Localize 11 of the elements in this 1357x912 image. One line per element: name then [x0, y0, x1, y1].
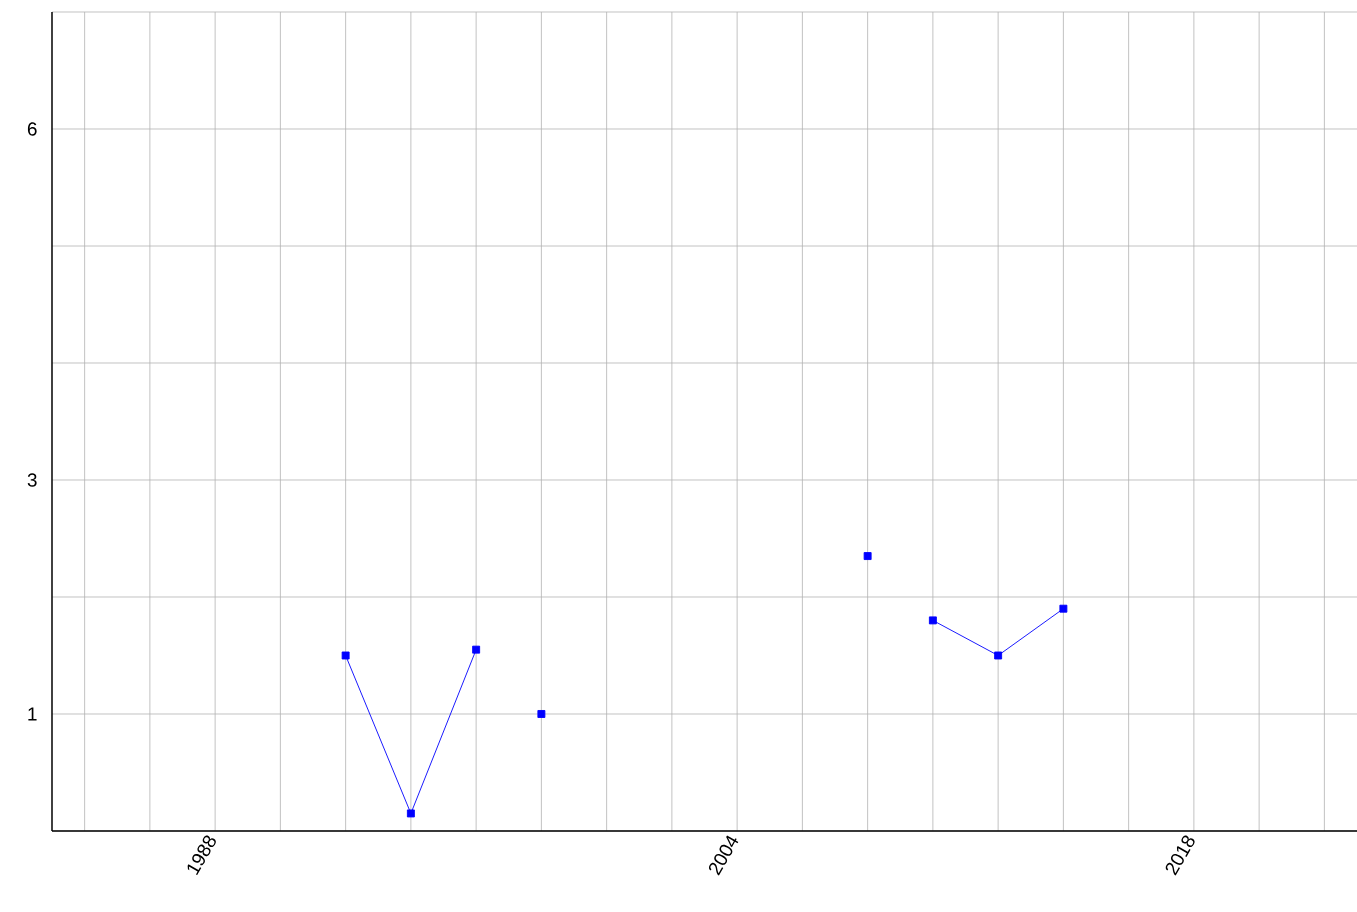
- point: [341, 651, 350, 660]
- point: [1059, 604, 1068, 613]
- point: [928, 616, 937, 625]
- point: [994, 651, 1003, 660]
- point: [406, 809, 415, 818]
- point: [472, 645, 481, 654]
- y-tick-label: 1: [28, 707, 37, 721]
- y-tick-label: 3: [27, 473, 37, 487]
- point: [537, 710, 546, 718]
- point: [863, 552, 872, 560]
- y-tick-label: 6: [27, 122, 37, 136]
